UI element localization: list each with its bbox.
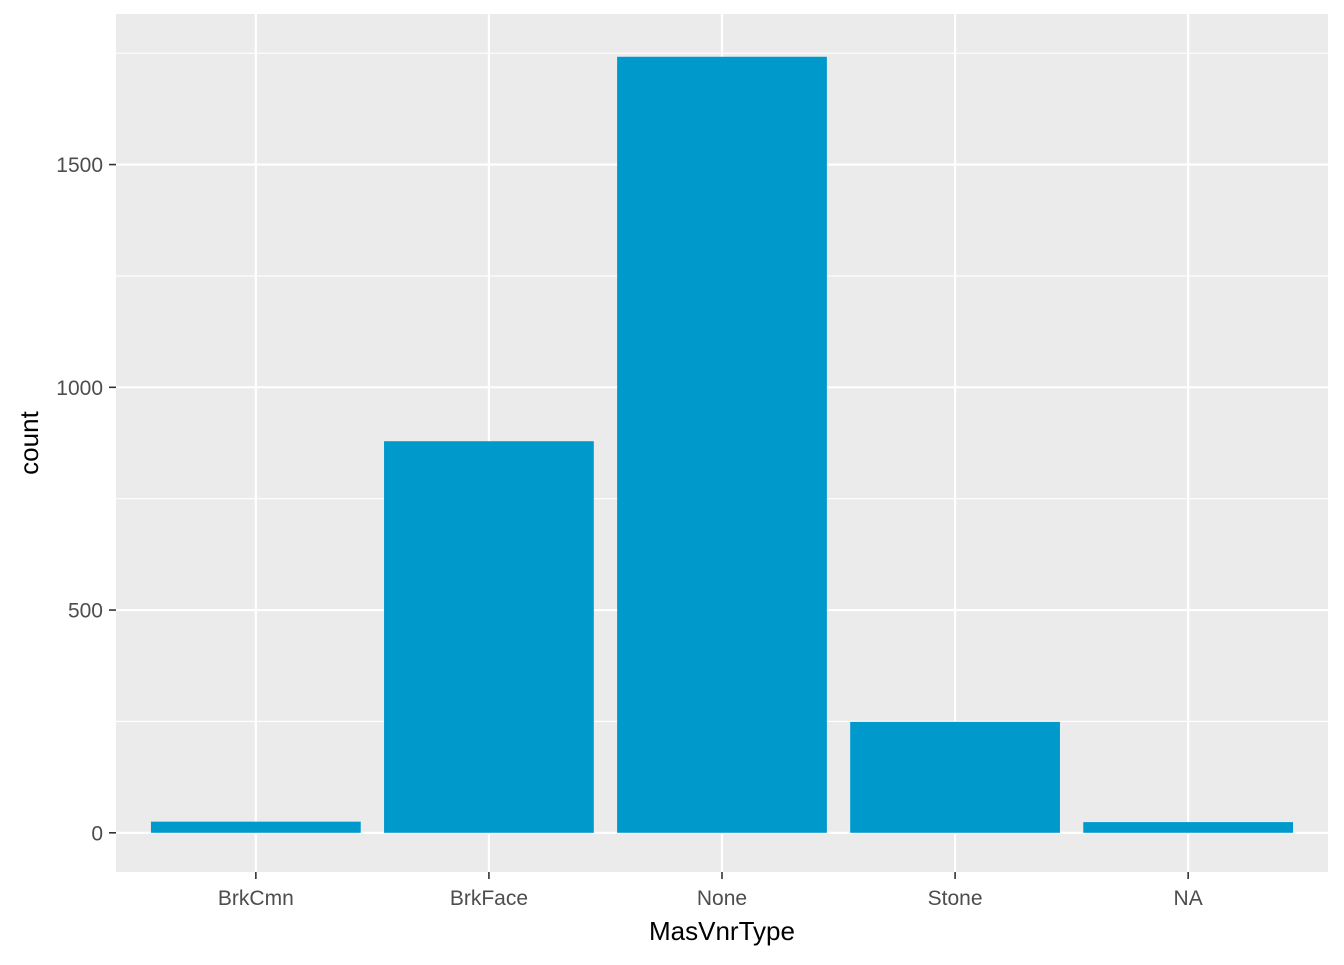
y-axis: 0 500 1000 1500 (56, 154, 116, 845)
x-axis-title: MasVnrType (649, 916, 795, 946)
y-tick-label: 1500 (56, 154, 103, 177)
x-axis: BrkCmn BrkFace None Stone NA (218, 872, 1203, 910)
bar-na (1083, 822, 1294, 833)
bars (150, 56, 1294, 833)
x-tick-label: BrkFace (450, 887, 528, 910)
y-tick-label: 500 (68, 600, 103, 623)
x-tick-label: None (697, 887, 747, 910)
x-tick-label: Stone (928, 887, 983, 910)
x-tick-label: NA (1174, 887, 1203, 910)
bar-none (617, 56, 827, 833)
x-tick-label: BrkCmn (218, 887, 294, 910)
bar-brkcmn (150, 821, 361, 833)
y-tick-label: 1000 (56, 377, 103, 400)
y-axis-title: count (14, 410, 44, 474)
bar-stone (850, 721, 1060, 833)
bar-brkface (384, 441, 594, 833)
y-tick-label: 0 (91, 822, 103, 845)
